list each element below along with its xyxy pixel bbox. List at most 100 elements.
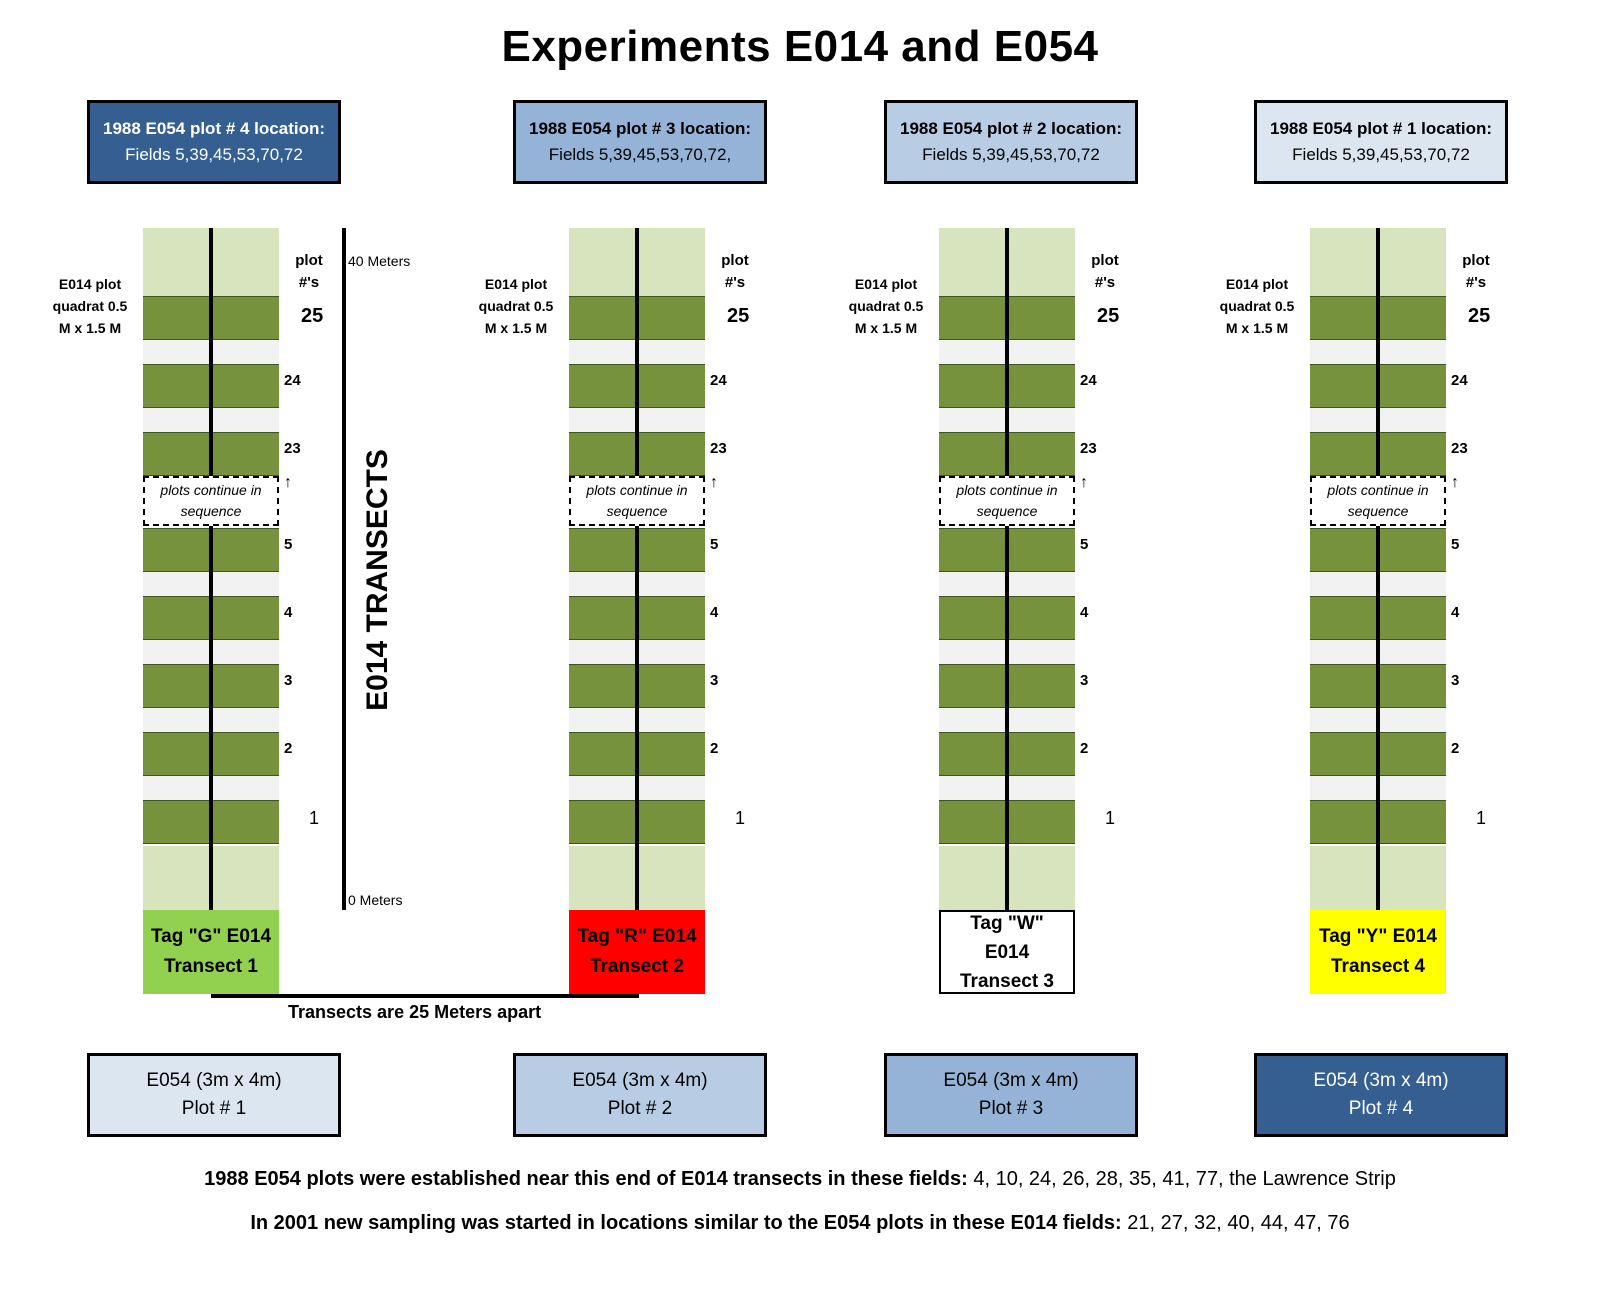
- plot-number-23: 23: [710, 440, 727, 457]
- quadrat-size-label: E014 plot quadrat 0.5 M x 1.5 M: [1207, 273, 1307, 339]
- plot-number-1: 1: [735, 808, 746, 828]
- bottom-box-plot: Plot # 1: [181, 1098, 247, 1119]
- transect-line: [1376, 228, 1380, 476]
- transect-line: [209, 526, 213, 910]
- spacing-line: [211, 994, 639, 998]
- plot-number-2: 2: [1451, 740, 1460, 757]
- transect-line: [635, 526, 639, 910]
- tag-transect-3: Tag "W" E014 Transect 3: [939, 910, 1075, 994]
- tag-line1: Tag "W": [970, 912, 1044, 934]
- quadrat-label-line2: quadrat 0.5: [848, 298, 924, 314]
- plot-number-4: 4: [1451, 604, 1460, 621]
- plot-header-line1: plot: [721, 252, 749, 269]
- quadrat-label-line1: E014 plot: [854, 276, 918, 292]
- up-arrow-icon: ↑: [1451, 474, 1459, 491]
- plot-numbers-header: plot #'s: [715, 250, 755, 294]
- scale-top-label: 40 Meters: [348, 253, 411, 269]
- plots-continue-box: plots continue in sequence: [1310, 476, 1446, 526]
- tag-line2: E014: [984, 941, 1030, 963]
- footer-line-2-rest: 21, 27, 32, 40, 44, 47, 76: [1121, 1212, 1350, 1234]
- plot-header-line1: plot: [295, 252, 323, 269]
- bottom-box-title: E054 (3m x 4m): [146, 1070, 282, 1091]
- plot-header-line2: #'s: [1094, 274, 1116, 291]
- bottom-box-title: E054 (3m x 4m): [943, 1070, 1079, 1091]
- plot-number-4: 4: [1080, 604, 1089, 621]
- plot-number-2: 2: [1080, 740, 1089, 757]
- plot-header-line2: #'s: [1465, 274, 1487, 291]
- top-box-title: 1988 E054 plot # 4 location:: [102, 119, 326, 138]
- footer-line-2: In 2001 new sampling was started in loca…: [0, 1212, 1600, 1235]
- bottom-box-plot: Plot # 4: [1348, 1098, 1414, 1119]
- tag-line1: Tag "R" E014: [577, 926, 697, 947]
- plot-number-5: 5: [710, 536, 719, 553]
- top-box-plot-1: 1988 E054 plot # 1 location: Fields 5,39…: [1254, 100, 1508, 184]
- quadrat-label-line2: quadrat 0.5: [478, 298, 554, 314]
- plot-numbers-header: plot #'s: [1456, 250, 1496, 294]
- bottom-box-plot: Plot # 3: [978, 1098, 1044, 1119]
- transect-4: plots continue in sequence: [1310, 228, 1446, 910]
- top-box-plot-4: 1988 E054 plot # 4 location: Fields 5,39…: [87, 100, 341, 184]
- tag-line2: Transect 2: [589, 956, 684, 977]
- top-box-plot-3: 1988 E054 plot # 3 location: Fields 5,39…: [513, 100, 767, 184]
- plot-header-line2: #'s: [298, 274, 320, 291]
- quadrat-label-line3: M x 1.5 M: [1225, 320, 1289, 336]
- transect-line: [1005, 526, 1009, 910]
- bottom-box-plot-1: E054 (3m x 4m) Plot # 1: [87, 1053, 341, 1137]
- plot-number-4: 4: [710, 604, 719, 621]
- transect-1: plots continue in sequence: [143, 228, 279, 910]
- tag-line2: Transect 4: [1331, 956, 1425, 977]
- top-box-plot-2: 1988 E054 plot # 2 location: Fields 5,39…: [884, 100, 1138, 184]
- top-box-title: 1988 E054 plot # 2 location:: [899, 119, 1123, 138]
- up-arrow-icon: ↑: [1080, 474, 1088, 491]
- tag-transect-2: Tag "R" E014 Transect 2: [569, 910, 705, 994]
- bottom-box-plot: Plot # 2: [607, 1098, 673, 1119]
- plot-number-3: 3: [1080, 672, 1089, 689]
- plot-number-3: 3: [1451, 672, 1460, 689]
- tag-line1: Tag "Y" E014: [1319, 926, 1437, 947]
- plots-continue-box: plots continue in sequence: [569, 476, 705, 526]
- plot-number-24: 24: [284, 372, 301, 389]
- scale-bottom-label: 0 Meters: [348, 892, 403, 908]
- footer-line-1: 1988 E054 plots were established near th…: [0, 1168, 1600, 1191]
- plots-continue-text: plots continue in sequence: [160, 482, 262, 519]
- transect-line: [209, 228, 213, 476]
- quadrat-size-label: E014 plot quadrat 0.5 M x 1.5 M: [40, 273, 140, 339]
- quadrat-label-line1: E014 plot: [1225, 276, 1289, 292]
- plots-continue-box: plots continue in sequence: [939, 476, 1075, 526]
- plot-number-23: 23: [1080, 440, 1097, 457]
- bottom-box-plot-2: E054 (3m x 4m) Plot # 2: [513, 1053, 767, 1137]
- top-box-fields: Fields 5,39,45,53,70,72: [125, 145, 303, 164]
- plot-number-24: 24: [710, 372, 727, 389]
- plot-number-25: 25: [1468, 305, 1491, 327]
- plot-number-24: 24: [1080, 372, 1097, 389]
- plots-continue-text: plots continue in sequence: [586, 482, 688, 519]
- quadrat-label-line2: quadrat 0.5: [1219, 298, 1295, 314]
- plot-number-25: 25: [1097, 305, 1120, 327]
- plot-number-25: 25: [727, 305, 750, 327]
- top-box-fields: Fields 5,39,45,53,70,72: [1292, 145, 1470, 164]
- bottom-box-title: E054 (3m x 4m): [1313, 1070, 1449, 1091]
- quadrat-label-line3: M x 1.5 M: [484, 320, 548, 336]
- plot-number-5: 5: [284, 536, 293, 553]
- quadrat-size-label: E014 plot quadrat 0.5 M x 1.5 M: [836, 273, 936, 339]
- quadrat-size-label: E014 plot quadrat 0.5 M x 1.5 M: [466, 273, 566, 339]
- quadrat-label-line3: M x 1.5 M: [58, 320, 122, 336]
- footer-line-1-bold: 1988 E054 plots were established near th…: [204, 1168, 968, 1190]
- bottom-box-title: E054 (3m x 4m): [572, 1070, 708, 1091]
- top-box-fields: Fields 5,39,45,53,70,72,: [548, 145, 732, 164]
- plot-header-line1: plot: [1462, 252, 1490, 269]
- plots-continue-text: plots continue in sequence: [956, 482, 1058, 519]
- plot-number-5: 5: [1451, 536, 1460, 553]
- up-arrow-icon: ↑: [284, 474, 292, 491]
- top-box-fields: Fields 5,39,45,53,70,72: [922, 145, 1100, 164]
- tag-transect-4: Tag "Y" E014 Transect 4: [1310, 910, 1446, 994]
- top-box-title: 1988 E054 plot # 1 location:: [1269, 119, 1493, 138]
- quadrat-label-line1: E014 plot: [58, 276, 122, 292]
- plot-number-23: 23: [1451, 440, 1468, 457]
- tag-line2: Transect 1: [163, 956, 258, 977]
- tag-line3: Transect 3: [960, 970, 1054, 992]
- transects-vertical-label: E014 TRANSECTS: [361, 449, 394, 711]
- transect-line: [1376, 526, 1380, 910]
- transect-2: plots continue in sequence: [569, 228, 705, 910]
- up-arrow-icon: ↑: [710, 474, 718, 491]
